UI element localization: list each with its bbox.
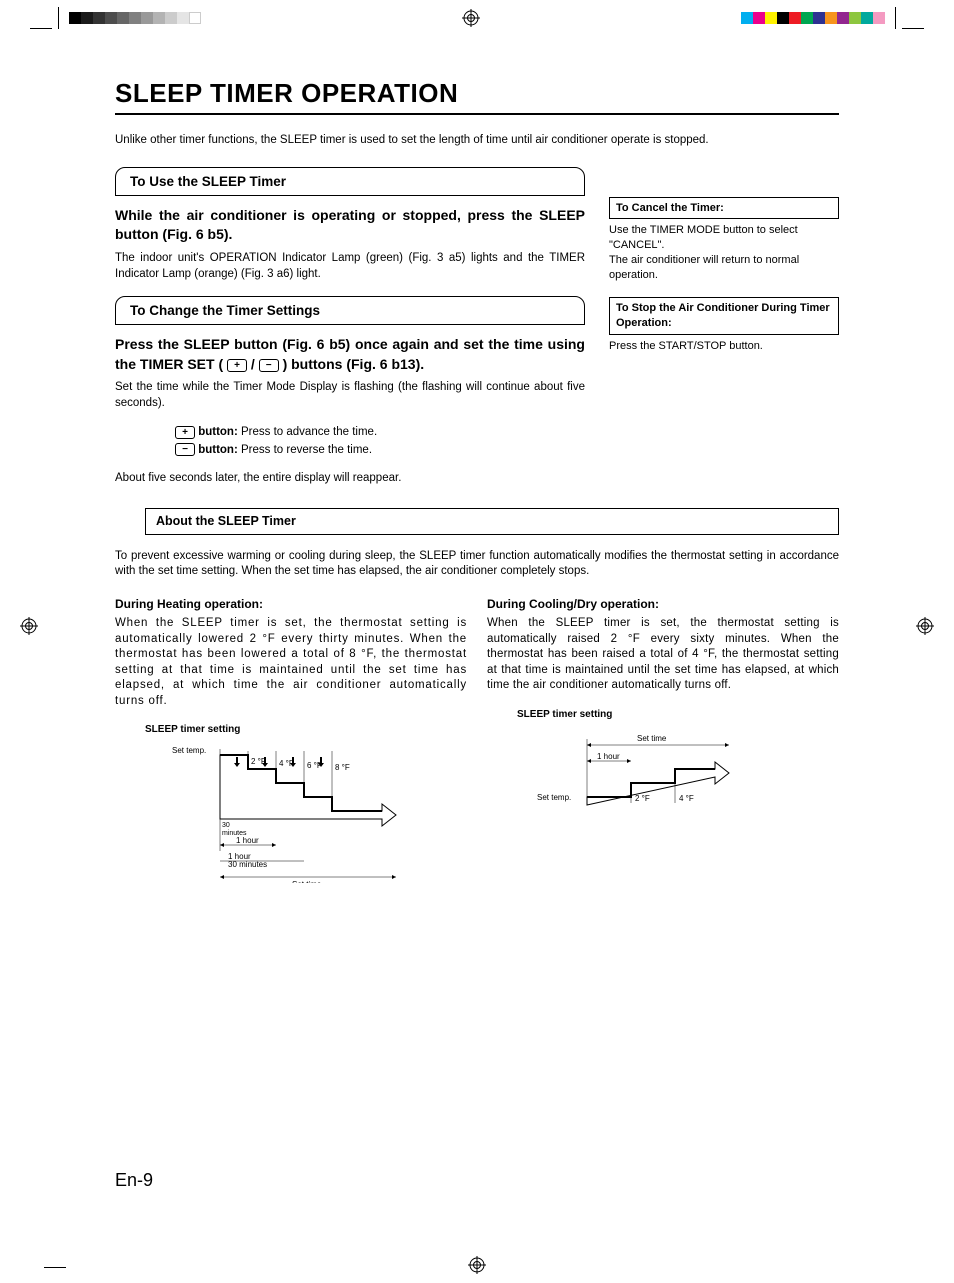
svg-text:1 hour: 1 hour (597, 752, 620, 761)
about-heading: About the SLEEP Timer (145, 508, 839, 535)
svg-text:4 °F: 4 °F (679, 794, 694, 803)
sidebar-stop-heading: To Stop the Air Conditioner During Timer… (609, 297, 839, 335)
sidebar-cancel-line1: Use the TIMER MODE button to select "CAN… (609, 224, 798, 251)
minus-button-icon: − (259, 359, 279, 372)
change-after: About five seconds later, the entire dis… (115, 471, 585, 487)
registration-mark-right-icon (916, 617, 934, 641)
section-heading-use: To Use the SLEEP Timer (115, 167, 585, 196)
change-lead-mid: / (251, 356, 259, 372)
cooling-diagram: Set temp. 2 °F 4 °F Set time 1 hour (487, 727, 839, 823)
cooling-title: During Cooling/Dry operation: (487, 596, 839, 612)
registration-mark-icon (462, 9, 480, 27)
sidebar-stop-body: Press the START/STOP button. (609, 339, 839, 354)
svg-text:6 °F: 6 °F (307, 761, 322, 770)
page-content: SLEEP TIMER OPERATION Unlike other timer… (0, 36, 954, 1253)
gray-calibration-strip (69, 12, 201, 24)
change-lead: Press the SLEEP button (Fig. 6 b5) once … (115, 335, 585, 374)
svg-text:30: 30 (222, 822, 230, 829)
use-body: The indoor unit's OPERATION Indicator La… (115, 251, 585, 282)
sidebar-cancel-body: Use the TIMER MODE button to select "CAN… (609, 223, 839, 282)
svg-text:8 °F: 8 °F (335, 763, 350, 772)
use-lead: While the air conditioner is operating o… (115, 206, 585, 245)
svg-text:Set time: Set time (292, 880, 322, 883)
change-body: Set the time while the Timer Mode Displa… (115, 380, 585, 411)
printer-marks-bottom (0, 1253, 954, 1283)
minus-label: button: (198, 444, 238, 456)
heating-diagram: Set temp.2 °F4 °F6 °F8 °F30minutes1 hour… (115, 743, 467, 889)
svg-text:Set temp.: Set temp. (172, 746, 206, 755)
registration-mark-bottom-icon (468, 1256, 486, 1280)
page-number: En-9 (115, 1168, 839, 1192)
minus-button-icon: − (175, 443, 195, 456)
printer-marks-top (0, 0, 954, 36)
heating-column: During Heating operation: When the SLEEP… (115, 596, 467, 888)
cooling-body: When the SLEEP timer is set, the thermos… (487, 616, 839, 694)
minus-desc: Press to reverse the time. (241, 444, 372, 456)
heating-title: During Heating operation: (115, 596, 467, 612)
color-calibration-strip (741, 12, 885, 24)
sidebar-cancel-heading: To Cancel the Timer: (609, 197, 839, 220)
page-title: SLEEP TIMER OPERATION (115, 76, 839, 115)
plus-desc: Press to advance the time. (241, 426, 377, 438)
svg-text:30 minutes: 30 minutes (228, 860, 267, 869)
intro-text: Unlike other timer functions, the SLEEP … (115, 133, 839, 149)
sidebar-cancel-line2: The air conditioner will return to norma… (609, 254, 799, 281)
plus-button-icon: + (227, 359, 247, 372)
plus-label: button: (198, 426, 238, 438)
heating-diagram-title: SLEEP timer setting (145, 723, 467, 737)
svg-text:2 °F: 2 °F (635, 794, 650, 803)
cooling-column: During Cooling/Dry operation: When the S… (487, 596, 839, 888)
about-body: To prevent excessive warming or cooling … (115, 549, 839, 580)
button-list: + button: Press to advance the time. − b… (115, 425, 585, 458)
svg-text:Set time: Set time (637, 734, 667, 743)
plus-button-icon: + (175, 426, 195, 439)
change-lead-post: ) buttons (Fig. 6 b13). (283, 356, 425, 372)
svg-text:1 hour: 1 hour (236, 836, 259, 845)
heating-body: When the SLEEP timer is set, the thermos… (115, 616, 467, 709)
svg-text:Set temp.: Set temp. (537, 793, 571, 802)
section-heading-change: To Change the Timer Settings (115, 296, 585, 325)
registration-mark-left-icon (20, 617, 38, 641)
cooling-diagram-title: SLEEP timer setting (517, 708, 839, 722)
